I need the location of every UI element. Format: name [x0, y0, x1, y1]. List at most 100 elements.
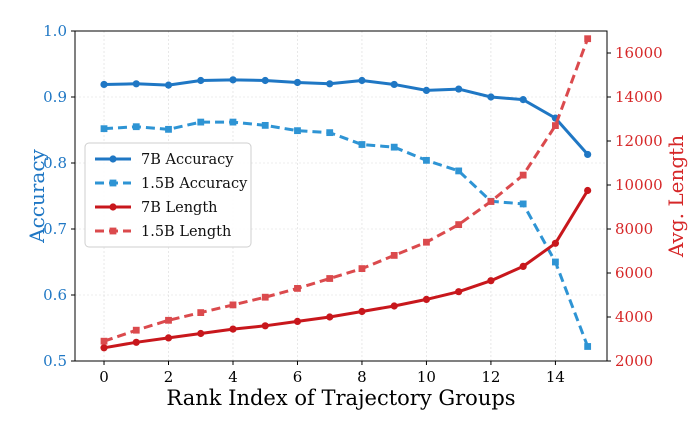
data-point-1-5b-accuracy	[390, 143, 398, 151]
data-point-7b-length	[390, 302, 398, 310]
data-point-7b-length	[326, 313, 334, 321]
data-point-1-5b-length	[358, 265, 366, 272]
y-left-tick-label: 1.0	[43, 22, 67, 40]
data-point-1-5b-length	[261, 293, 269, 301]
data-point-7b-length	[197, 329, 205, 338]
x-tick-label: 6	[293, 368, 303, 386]
data-point-1-5b-length	[423, 238, 430, 246]
data-point-1-5b-length	[390, 252, 398, 259]
data-point-1-5b-length	[455, 221, 463, 228]
y-axis-left: 0.5 0.6 0.7 0.8 0.9 1.0	[43, 22, 75, 370]
data-point-1-5b-accuracy	[132, 123, 140, 131]
data-point-1-5b-length	[552, 122, 559, 129]
x-tick-label: 0	[99, 368, 109, 386]
data-point-1-5b-length	[294, 285, 301, 292]
series-line-7b-length	[103, 189, 589, 350]
data-point-7b-accuracy	[358, 76, 366, 85]
x-axis-title: Rank Index of Trajectory Groups	[166, 386, 515, 410]
legend-label: 7B Length	[141, 200, 218, 216]
legend-label: 1.5B Accuracy	[141, 176, 248, 192]
y-right-tick-label: 16000	[615, 44, 663, 62]
legend-marker	[109, 179, 117, 187]
data-point-7b-length	[487, 277, 495, 285]
data-point-7b-accuracy	[487, 93, 495, 101]
data-point-7b-length	[584, 186, 592, 195]
data-point-7b-accuracy	[422, 86, 431, 94]
data-point-7b-accuracy	[390, 80, 398, 89]
legend-item-1-5b-length: 1.5B Length	[95, 224, 231, 240]
y-axis-right: 2000 4000 6000 8000 10000 12000 14000 16000	[607, 44, 663, 370]
data-point-7b-length	[100, 344, 108, 352]
data-point-1-5b-accuracy	[165, 125, 172, 133]
data-point-7b-length	[132, 338, 140, 346]
data-point-7b-accuracy	[519, 96, 527, 104]
legend-item-7b-accuracy: 7B Accuracy	[95, 152, 234, 168]
data-point-1-5b-length	[326, 275, 334, 282]
data-point-7b-length	[358, 307, 366, 316]
data-point-1-5b-length	[132, 326, 140, 334]
data-point-7b-accuracy	[100, 80, 108, 89]
data-point-1-5b-length	[487, 198, 495, 205]
x-tick-label: 10	[417, 368, 436, 386]
data-point-7b-accuracy	[455, 85, 463, 93]
data-point-1-5b-accuracy	[519, 200, 527, 208]
data-point-7b-accuracy	[293, 78, 302, 87]
y-right-tick-label: 12000	[615, 132, 663, 150]
data-point-1-5b-accuracy	[294, 127, 301, 135]
data-point-7b-accuracy	[132, 80, 140, 88]
series-7b-accuracy	[100, 76, 592, 159]
data-point-7b-accuracy	[197, 76, 205, 85]
y-right-tick-label: 4000	[615, 308, 653, 326]
data-point-1-5b-accuracy	[229, 118, 237, 126]
series-7b-length	[100, 186, 592, 352]
data-point-7b-length	[261, 322, 269, 330]
data-point-1-5b-accuracy	[197, 118, 205, 126]
data-point-1-5b-length	[165, 316, 172, 324]
series-line-1-5b-length	[103, 38, 590, 343]
data-point-1-5b-accuracy	[455, 167, 463, 175]
series-1-5b-length	[100, 35, 592, 345]
data-point-1-5b-length	[197, 309, 205, 316]
data-point-1-5b-accuracy	[261, 121, 269, 129]
x-axis: 0 2 4 6 8 10 12 14	[99, 361, 565, 386]
y-axis-title-left: Accuracy	[25, 148, 49, 243]
x-tick-label: 14	[546, 368, 565, 386]
legend-label: 1.5B Length	[141, 224, 231, 240]
data-point-1-5b-length	[584, 35, 592, 43]
data-point-7b-length	[455, 288, 463, 296]
y-left-tick-label: 0.5	[43, 352, 67, 370]
data-point-7b-length	[164, 334, 173, 342]
data-point-1-5b-accuracy	[552, 258, 559, 266]
x-tick-label: 4	[228, 368, 238, 386]
data-point-7b-accuracy	[326, 80, 334, 88]
legend-marker	[109, 227, 117, 235]
series-line-1-5b-accuracy	[103, 120, 590, 348]
data-point-7b-length	[422, 295, 431, 303]
data-point-7b-length	[551, 239, 560, 247]
data-point-1-5b-length	[100, 337, 108, 345]
data-point-1-5b-accuracy	[358, 141, 366, 148]
y-right-tick-label: 2000	[615, 352, 653, 370]
legend-label: 7B Accuracy	[141, 152, 234, 168]
data-point-1-5b-accuracy	[326, 129, 334, 137]
x-tick-label: 2	[164, 368, 174, 386]
data-point-1-5b-accuracy	[100, 125, 108, 133]
legend-marker	[109, 155, 117, 163]
data-point-7b-accuracy	[261, 76, 269, 85]
y-left-tick-label: 0.6	[43, 286, 67, 304]
series-line-7b-accuracy	[103, 78, 589, 156]
y-right-tick-label: 6000	[615, 264, 653, 282]
data-point-1-5b-accuracy	[584, 343, 592, 350]
legend-marker	[109, 203, 117, 211]
data-point-1-5b-length	[229, 301, 237, 309]
data-point-7b-length	[293, 317, 302, 325]
y-right-tick-label: 8000	[615, 220, 653, 238]
y-right-tick-label: 14000	[615, 88, 663, 106]
legend-item-1-5b-accuracy: 1.5B Accuracy	[95, 176, 248, 192]
data-point-1-5b-length	[519, 171, 527, 179]
legend-item-7b-length: 7B Length	[95, 200, 218, 216]
data-point-7b-length	[229, 325, 237, 333]
legend-box	[84, 142, 252, 248]
data-point-7b-length	[519, 262, 527, 270]
